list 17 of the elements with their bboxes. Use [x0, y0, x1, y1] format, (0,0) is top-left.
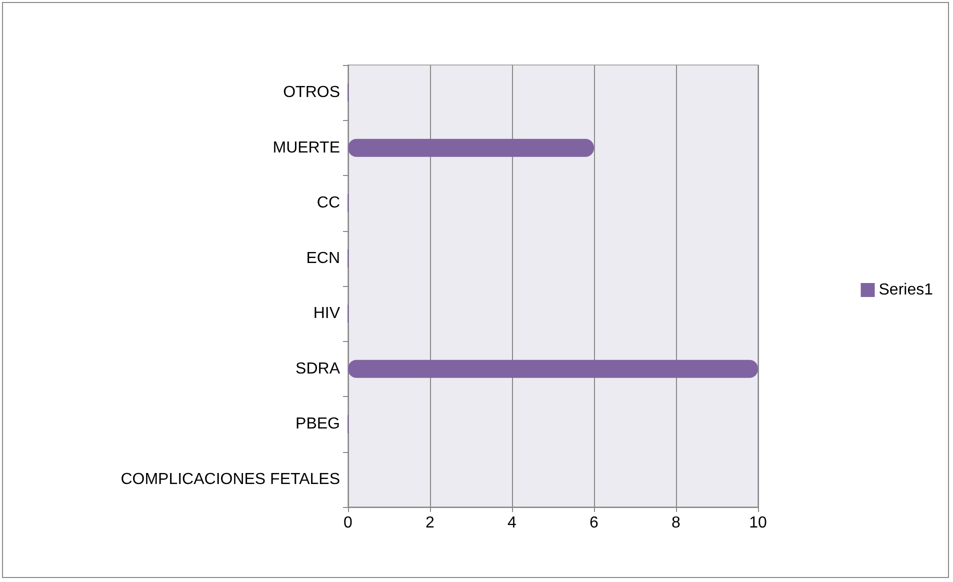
y-tick-label: HIV: [313, 305, 340, 322]
x-tick-label: 10: [749, 514, 767, 532]
legend-label: Series1: [878, 282, 934, 298]
y-tick-label: SDRA: [296, 360, 340, 378]
y-tick-label: MUERTE: [272, 139, 340, 156]
y-tick-label: COMPLICACIONES FETALES: [120, 470, 340, 488]
x-tick-label: 4: [508, 514, 517, 532]
x-tick-label: 2: [426, 514, 435, 532]
y-tick-label: PBEG: [296, 416, 340, 433]
x-tick-label: 8: [672, 514, 681, 532]
bar: [348, 360, 758, 378]
y-tick-label: OTROS: [283, 84, 340, 102]
bar: [348, 138, 594, 157]
y-tick-label: CC: [316, 194, 340, 212]
x-tick-label: 0: [344, 514, 353, 532]
y-tick-label: ECN: [306, 250, 340, 267]
x-tick-label: 6: [590, 514, 599, 532]
